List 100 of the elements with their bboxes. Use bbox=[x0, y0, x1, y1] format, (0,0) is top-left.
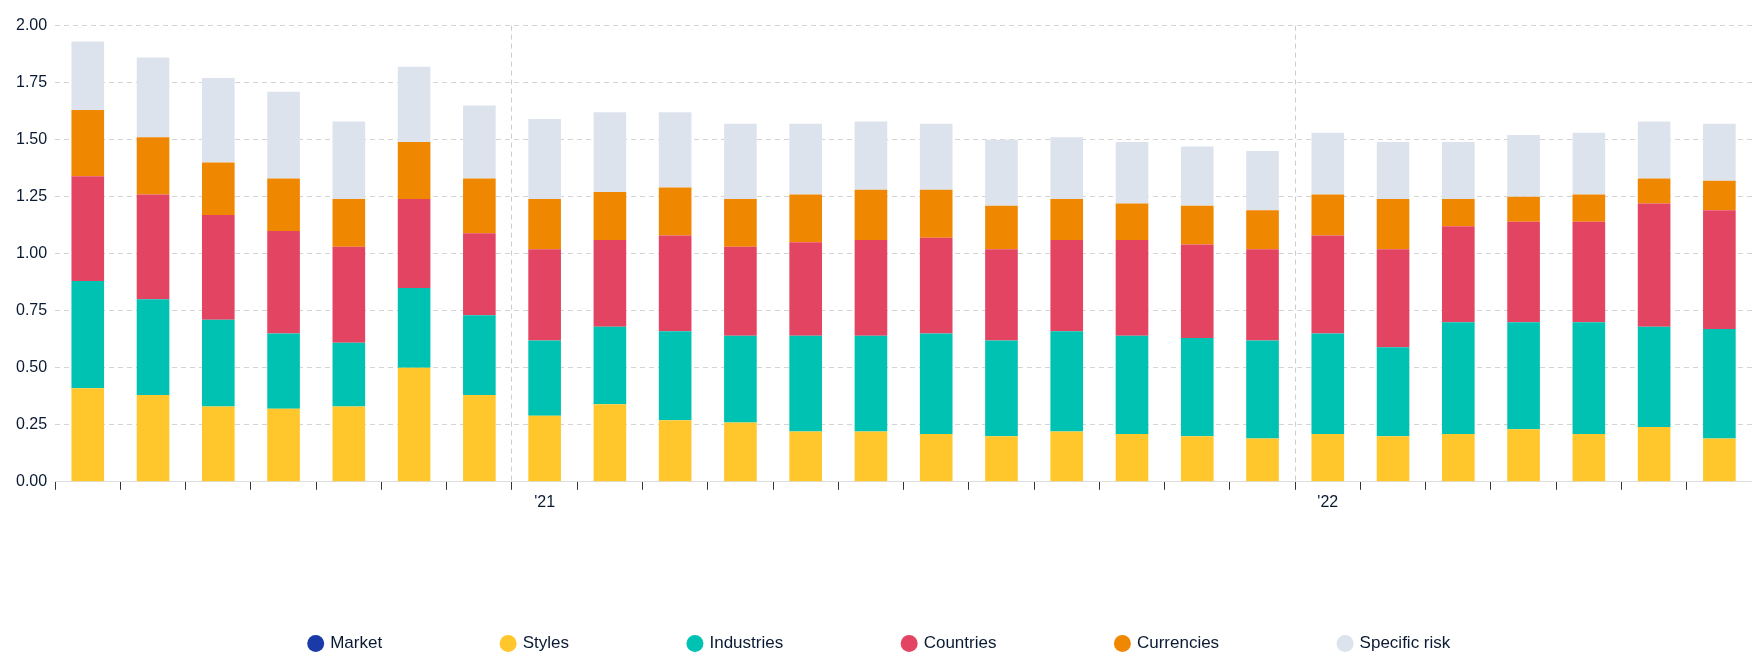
bar bbox=[71, 281, 105, 389]
bar bbox=[463, 395, 496, 482]
bar bbox=[1050, 198, 1084, 241]
bar bbox=[985, 340, 1018, 437]
bar bbox=[1115, 203, 1149, 241]
bar bbox=[1246, 249, 1279, 341]
legend-label: Countries bbox=[923, 633, 997, 653]
bar bbox=[658, 420, 692, 482]
bar bbox=[724, 335, 757, 423]
bar bbox=[1507, 135, 1540, 197]
bar bbox=[1180, 146, 1214, 206]
bar bbox=[136, 137, 170, 195]
bar bbox=[1637, 178, 1671, 204]
bar bbox=[1115, 141, 1149, 204]
legend-label: Industries bbox=[709, 633, 784, 653]
bar bbox=[789, 194, 822, 243]
legend-label: Market bbox=[330, 633, 383, 653]
y-tick-label: 0.00 bbox=[16, 472, 48, 490]
y-tick-label: 1.25 bbox=[16, 187, 48, 205]
bar bbox=[1376, 347, 1410, 437]
bar bbox=[136, 57, 170, 138]
bar bbox=[919, 123, 953, 190]
bar bbox=[919, 433, 953, 482]
bar bbox=[1703, 438, 1736, 482]
bar bbox=[528, 415, 561, 482]
bar bbox=[1050, 431, 1084, 482]
bar bbox=[1376, 141, 1410, 199]
bar bbox=[919, 333, 953, 434]
bar bbox=[1703, 123, 1736, 181]
bar bbox=[1115, 335, 1149, 434]
bar bbox=[397, 287, 431, 368]
bar bbox=[854, 431, 888, 482]
bar bbox=[201, 214, 235, 320]
y-tick-label: 0.75 bbox=[16, 301, 48, 319]
bar bbox=[528, 119, 561, 199]
legend-label: Styles bbox=[522, 633, 569, 653]
bar bbox=[593, 112, 627, 193]
bar bbox=[1115, 433, 1149, 482]
bar bbox=[397, 198, 431, 288]
bar bbox=[985, 139, 1018, 206]
bar bbox=[985, 205, 1018, 250]
y-tick-label: 1.75 bbox=[16, 73, 48, 91]
bar bbox=[397, 141, 431, 199]
bar bbox=[267, 230, 300, 334]
bar bbox=[267, 91, 300, 179]
bar bbox=[1050, 240, 1084, 332]
bar bbox=[854, 189, 888, 241]
bar bbox=[1572, 194, 1606, 222]
bar bbox=[1442, 322, 1475, 434]
bar bbox=[332, 198, 366, 247]
bar bbox=[789, 242, 822, 336]
bar bbox=[1376, 198, 1410, 250]
bar bbox=[1050, 331, 1084, 432]
bar bbox=[1637, 326, 1671, 428]
bar bbox=[71, 176, 105, 282]
bar bbox=[1246, 340, 1279, 439]
bar bbox=[201, 162, 235, 215]
bar bbox=[593, 326, 627, 405]
bar bbox=[1180, 205, 1214, 245]
bar bbox=[1442, 141, 1475, 199]
bar bbox=[1703, 328, 1736, 439]
bar bbox=[1572, 221, 1606, 323]
bar bbox=[1376, 436, 1410, 482]
bar bbox=[267, 178, 300, 231]
bar bbox=[1311, 333, 1345, 434]
bar bbox=[397, 66, 431, 142]
bar bbox=[658, 112, 692, 188]
bar bbox=[463, 105, 496, 179]
bar bbox=[985, 249, 1018, 341]
bar bbox=[201, 406, 235, 482]
bar bbox=[789, 335, 822, 432]
bar bbox=[789, 431, 822, 482]
bar bbox=[463, 315, 496, 396]
bar bbox=[919, 237, 953, 334]
legend-label: Specific risk bbox=[1359, 633, 1451, 653]
bar bbox=[332, 406, 366, 482]
bar bbox=[724, 123, 757, 199]
bar bbox=[1572, 322, 1606, 434]
bar bbox=[1442, 198, 1475, 227]
bar bbox=[1246, 438, 1279, 482]
bar bbox=[1311, 235, 1345, 334]
bar bbox=[528, 340, 561, 416]
bar bbox=[658, 331, 692, 421]
bar bbox=[1507, 322, 1540, 430]
bar bbox=[593, 240, 627, 327]
bar bbox=[1442, 226, 1475, 323]
legend-label: Currencies bbox=[1136, 633, 1220, 653]
bar bbox=[854, 121, 888, 190]
bar bbox=[71, 41, 105, 110]
bar bbox=[724, 422, 757, 482]
bar bbox=[658, 235, 692, 332]
bar bbox=[463, 233, 496, 316]
y-tick-label: 0.50 bbox=[16, 358, 48, 376]
bar bbox=[1311, 194, 1345, 236]
y-tick-label: 2.00 bbox=[16, 16, 48, 34]
bar bbox=[593, 404, 627, 482]
x-tick-label: '21 bbox=[534, 492, 556, 510]
bar bbox=[201, 319, 235, 407]
bar bbox=[1115, 240, 1149, 336]
bar bbox=[201, 78, 235, 163]
